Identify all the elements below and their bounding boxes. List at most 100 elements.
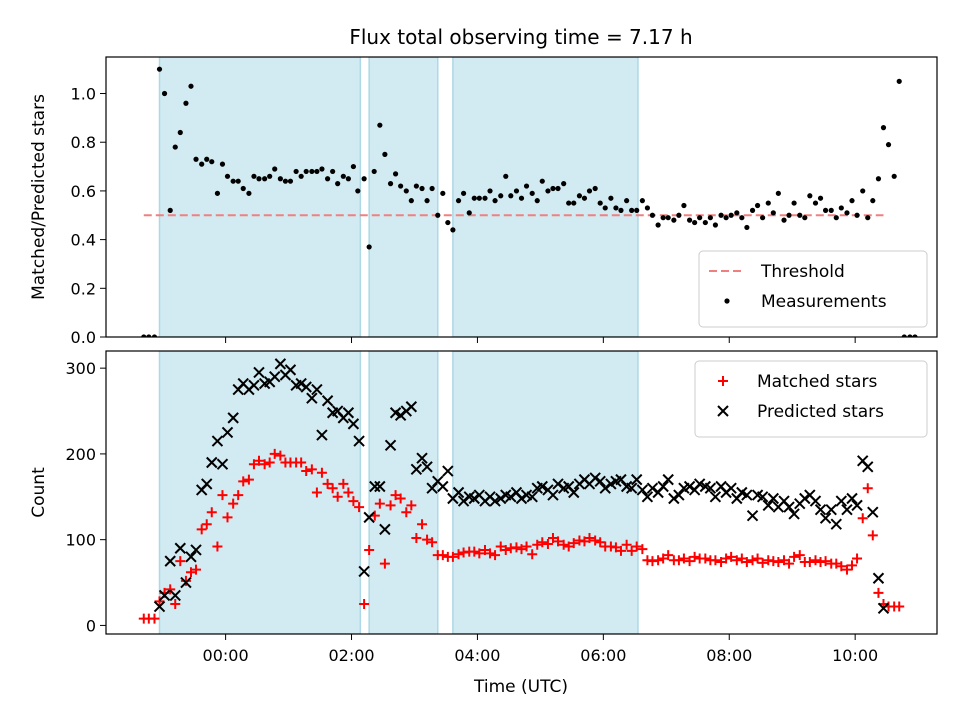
- matched-point: [201, 519, 212, 530]
- y-tick-label: 0.8: [71, 133, 96, 152]
- matched-point: [831, 558, 842, 569]
- predicted-point: [211, 435, 224, 447]
- x-tick-label: 08:00: [706, 646, 752, 665]
- matched-point: [390, 490, 401, 501]
- measurement-point: [445, 219, 451, 226]
- measurement-point: [204, 156, 210, 162]
- matched-point: [752, 553, 763, 564]
- chart-title: Flux total observing time = 7.17 h: [349, 25, 692, 49]
- matched-point: [485, 548, 496, 559]
- measurement-point: [319, 166, 325, 172]
- matched-point: [820, 556, 831, 567]
- measurement-point: [345, 176, 351, 182]
- predicted-point: [452, 486, 465, 499]
- matched-point: [527, 549, 538, 560]
- measurement-point: [350, 163, 357, 170]
- observing-interval: [158, 57, 362, 337]
- matched-point: [862, 483, 873, 494]
- measurement-point: [471, 195, 477, 201]
- measurement-point: [576, 193, 583, 199]
- measurement-point: [912, 334, 918, 337]
- predicted-point: [342, 407, 355, 419]
- matched-point: [673, 555, 684, 566]
- measurement-point: [151, 334, 158, 337]
- measurement-point: [303, 168, 309, 175]
- matched-point: [479, 544, 490, 555]
- measurement-point: [665, 215, 671, 221]
- predicted-point: [353, 435, 365, 447]
- matched-point: [736, 553, 747, 564]
- measurement-point: [539, 178, 545, 184]
- matched-point: [726, 551, 737, 562]
- predicted-point: [846, 492, 858, 505]
- matched-point: [212, 541, 223, 552]
- measurement-point: [728, 212, 734, 218]
- measurement-point: [424, 198, 430, 204]
- measurement-point: [167, 207, 173, 213]
- measurement-point: [802, 215, 808, 221]
- predicted-point: [841, 503, 853, 516]
- measurement-point: [791, 200, 797, 206]
- measurement-point: [624, 198, 630, 204]
- legend: Threshold Measurements: [698, 250, 928, 328]
- measurement-point: [398, 183, 404, 189]
- matched-point: [243, 474, 254, 485]
- measurement-point: [707, 215, 713, 221]
- predicted-point: [158, 589, 171, 602]
- matched-point: [332, 491, 343, 502]
- measurement-point: [246, 190, 252, 196]
- matched-point: [269, 448, 280, 459]
- matched-point: [170, 598, 181, 609]
- matched-point: [626, 545, 637, 556]
- predicted-point: [442, 465, 454, 477]
- measurement-point: [382, 151, 388, 157]
- matched-point: [191, 564, 202, 575]
- predicted-point: [274, 358, 287, 370]
- matched-point: [700, 553, 711, 564]
- matched-point: [364, 544, 375, 555]
- matched-point: [847, 560, 858, 571]
- matched-point: [379, 558, 390, 569]
- predicted-point: [164, 555, 176, 567]
- predicted-point: [877, 602, 890, 614]
- matched-point: [547, 532, 558, 543]
- predicted-point: [495, 492, 507, 505]
- matched-point: [584, 532, 595, 543]
- matched-point: [296, 457, 307, 468]
- matched-point: [401, 507, 412, 518]
- legend-marker: [718, 376, 728, 386]
- measurement-point: [671, 217, 677, 223]
- measurement-point: [660, 215, 666, 221]
- measurement-point: [901, 334, 907, 337]
- measurement-point: [193, 156, 199, 162]
- x-tick-label: 10:00: [832, 646, 878, 665]
- measurement-point: [230, 178, 236, 184]
- matched-point: [716, 556, 727, 567]
- matched-point: [238, 476, 249, 487]
- measurement-point: [875, 176, 882, 182]
- measurement-point: [183, 100, 189, 106]
- measurement-point: [618, 207, 624, 213]
- predicted-point: [683, 480, 696, 493]
- measurement-point: [340, 173, 346, 179]
- matched-point: [731, 555, 742, 566]
- matched-point: [165, 584, 176, 595]
- measurement-point: [408, 198, 414, 204]
- measurement-point: [503, 173, 509, 179]
- matched-point: [590, 535, 601, 546]
- y-tick-label: 1.0: [71, 85, 96, 104]
- measurement-point: [592, 185, 598, 192]
- matched-point: [306, 464, 317, 475]
- measurement-point: [146, 334, 152, 337]
- measurement-point: [435, 212, 441, 218]
- y-tick-label: 0.0: [71, 328, 96, 347]
- predicted-point: [788, 508, 800, 520]
- measurement-point: [287, 178, 294, 184]
- matched-point: [537, 537, 548, 548]
- predicted-point: [851, 499, 863, 512]
- measurement-point: [361, 176, 367, 182]
- legend: Matched stars Predicted stars: [694, 360, 928, 438]
- measurement-point: [377, 122, 383, 128]
- y-tick-label: 0.4: [71, 231, 96, 250]
- matched-point: [663, 550, 674, 561]
